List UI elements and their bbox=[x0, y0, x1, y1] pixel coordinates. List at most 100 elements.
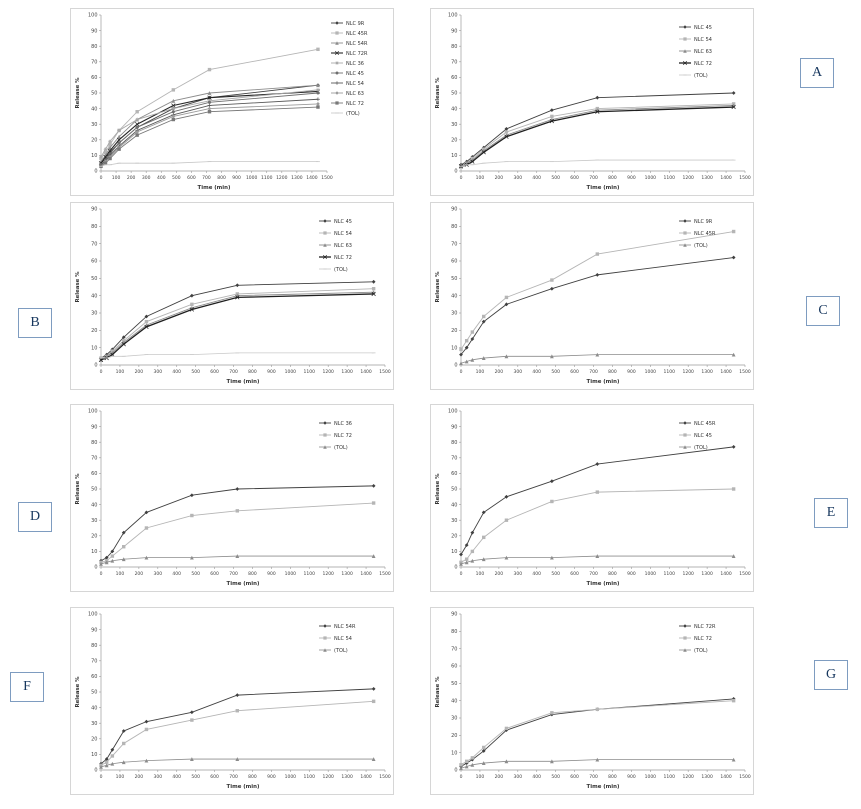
svg-text:0: 0 bbox=[94, 169, 97, 175]
svg-text:30: 30 bbox=[451, 122, 457, 128]
svg-text:1500: 1500 bbox=[379, 571, 391, 577]
svg-text:700: 700 bbox=[229, 571, 238, 577]
chart-panel-g: 0 10 20 30 40 50 60 70 80 90 0 100 200 300 400 500 600 70… bbox=[430, 607, 754, 795]
svg-text:200: 200 bbox=[495, 369, 504, 375]
svg-text:10: 10 bbox=[451, 750, 457, 756]
x-axis-label: Time (min) bbox=[587, 379, 620, 385]
svg-text:10: 10 bbox=[91, 345, 97, 351]
svg-text:900: 900 bbox=[627, 571, 636, 577]
svg-text:60: 60 bbox=[451, 471, 457, 477]
svg-text:(TOL): (TOL) bbox=[334, 267, 348, 273]
svg-text:1500: 1500 bbox=[379, 774, 391, 780]
svg-text:NLC 45: NLC 45 bbox=[694, 433, 712, 439]
svg-text:NLC 45: NLC 45 bbox=[694, 25, 712, 31]
svg-text:60: 60 bbox=[451, 664, 457, 670]
svg-text:NLC 54: NLC 54 bbox=[346, 81, 364, 87]
svg-text:1500: 1500 bbox=[739, 175, 751, 181]
svg-text:1200: 1200 bbox=[682, 369, 694, 375]
svg-text:0: 0 bbox=[460, 774, 463, 780]
legend: NLC 45 NLC 54 NLC 63 NLC 72 (TOL) bbox=[679, 25, 712, 79]
svg-text:0: 0 bbox=[100, 369, 103, 375]
svg-text:1200: 1200 bbox=[322, 774, 334, 780]
svg-text:200: 200 bbox=[135, 774, 144, 780]
svg-text:NLC 45R: NLC 45R bbox=[694, 231, 716, 237]
legend: NLC 72R NLC 72 (TOL) bbox=[679, 624, 716, 654]
svg-text:NLC 63: NLC 63 bbox=[694, 49, 712, 55]
x-axis-label: Time (min) bbox=[587, 185, 620, 191]
svg-text:10: 10 bbox=[91, 752, 97, 758]
series-nlc-45 bbox=[459, 487, 736, 565]
svg-text:600: 600 bbox=[187, 175, 196, 181]
svg-text:200: 200 bbox=[495, 774, 504, 780]
svg-text:200: 200 bbox=[127, 175, 136, 181]
svg-text:600: 600 bbox=[210, 369, 219, 375]
x-axis-label: Time (min) bbox=[227, 581, 260, 587]
x-axis-label: Time (min) bbox=[587, 784, 620, 790]
svg-text:80: 80 bbox=[91, 224, 97, 230]
svg-text:1300: 1300 bbox=[701, 369, 713, 375]
svg-text:500: 500 bbox=[172, 175, 181, 181]
svg-text:80: 80 bbox=[91, 440, 97, 446]
series--tol- bbox=[459, 757, 736, 771]
svg-text:NLC 72R: NLC 72R bbox=[694, 624, 716, 630]
svg-text:30: 30 bbox=[91, 518, 97, 524]
svg-text:500: 500 bbox=[551, 571, 560, 577]
svg-text:NLC 63: NLC 63 bbox=[334, 243, 352, 249]
svg-text:(TOL): (TOL) bbox=[694, 648, 708, 654]
svg-text:100: 100 bbox=[88, 409, 98, 415]
svg-text:90: 90 bbox=[91, 28, 97, 34]
svg-text:80: 80 bbox=[91, 44, 97, 50]
svg-text:700: 700 bbox=[589, 774, 598, 780]
svg-text:400: 400 bbox=[532, 369, 541, 375]
svg-text:1100: 1100 bbox=[304, 369, 316, 375]
svg-text:1400: 1400 bbox=[360, 571, 372, 577]
svg-text:20: 20 bbox=[451, 733, 457, 739]
legend: NLC 36 NLC 72 (TOL) bbox=[319, 421, 352, 451]
svg-text:1500: 1500 bbox=[321, 175, 333, 181]
svg-text:100: 100 bbox=[476, 774, 485, 780]
svg-text:60: 60 bbox=[451, 259, 457, 265]
svg-text:60: 60 bbox=[451, 75, 457, 81]
svg-text:NLC 54: NLC 54 bbox=[334, 231, 352, 237]
svg-text:30: 30 bbox=[451, 518, 457, 524]
series--tol- bbox=[99, 352, 376, 359]
svg-text:(TOL): (TOL) bbox=[334, 445, 348, 451]
panel-label-G: G bbox=[814, 660, 848, 690]
panel-label-F: F bbox=[10, 672, 44, 702]
svg-text:NLC 45R: NLC 45R bbox=[346, 31, 368, 37]
svg-text:500: 500 bbox=[551, 369, 560, 375]
svg-text:1100: 1100 bbox=[664, 571, 676, 577]
svg-text:1400: 1400 bbox=[720, 175, 732, 181]
svg-text:600: 600 bbox=[570, 774, 579, 780]
svg-text:1100: 1100 bbox=[261, 175, 273, 181]
svg-text:(TOL): (TOL) bbox=[334, 648, 348, 654]
svg-text:50: 50 bbox=[91, 91, 97, 97]
svg-text:500: 500 bbox=[551, 774, 560, 780]
svg-text:70: 70 bbox=[451, 60, 457, 66]
svg-text:70: 70 bbox=[451, 241, 457, 247]
series--tol- bbox=[99, 757, 376, 769]
svg-text:1000: 1000 bbox=[645, 774, 657, 780]
svg-text:(TOL): (TOL) bbox=[346, 111, 360, 117]
svg-text:400: 400 bbox=[532, 774, 541, 780]
svg-text:0: 0 bbox=[460, 571, 463, 577]
svg-text:60: 60 bbox=[91, 471, 97, 477]
chart-panel-overview: 0 10 20 30 40 50 60 70 80 90 100 0 100 200 300 400 500 60… bbox=[70, 8, 394, 196]
svg-text:1400: 1400 bbox=[306, 175, 318, 181]
panel-label-C: C bbox=[806, 296, 840, 326]
svg-text:1500: 1500 bbox=[739, 369, 751, 375]
svg-text:0: 0 bbox=[460, 175, 463, 181]
svg-text:1200: 1200 bbox=[322, 571, 334, 577]
svg-text:200: 200 bbox=[135, 571, 144, 577]
svg-text:900: 900 bbox=[627, 369, 636, 375]
svg-text:100: 100 bbox=[116, 369, 125, 375]
svg-text:1100: 1100 bbox=[304, 571, 316, 577]
svg-text:20: 20 bbox=[91, 138, 97, 144]
series-nlc-45r bbox=[459, 229, 736, 352]
svg-text:1400: 1400 bbox=[720, 369, 732, 375]
